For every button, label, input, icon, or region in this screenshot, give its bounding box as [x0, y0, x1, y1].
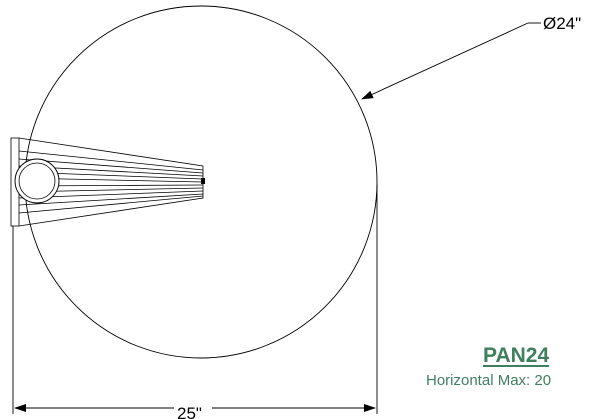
width-label: 25" — [177, 404, 202, 419]
diameter-label: Ø24" — [543, 14, 581, 33]
diameter-leader-line — [361, 22, 529, 100]
width-dimension: 25" — [12, 184, 378, 419]
handle-pivot-inner — [18, 162, 56, 200]
product-code: PAN24 — [483, 344, 550, 367]
pan-handle — [10, 137, 205, 227]
spec-line: Horizontal Max: 20 — [426, 372, 552, 389]
diameter-callout: Ø24" — [361, 14, 581, 100]
